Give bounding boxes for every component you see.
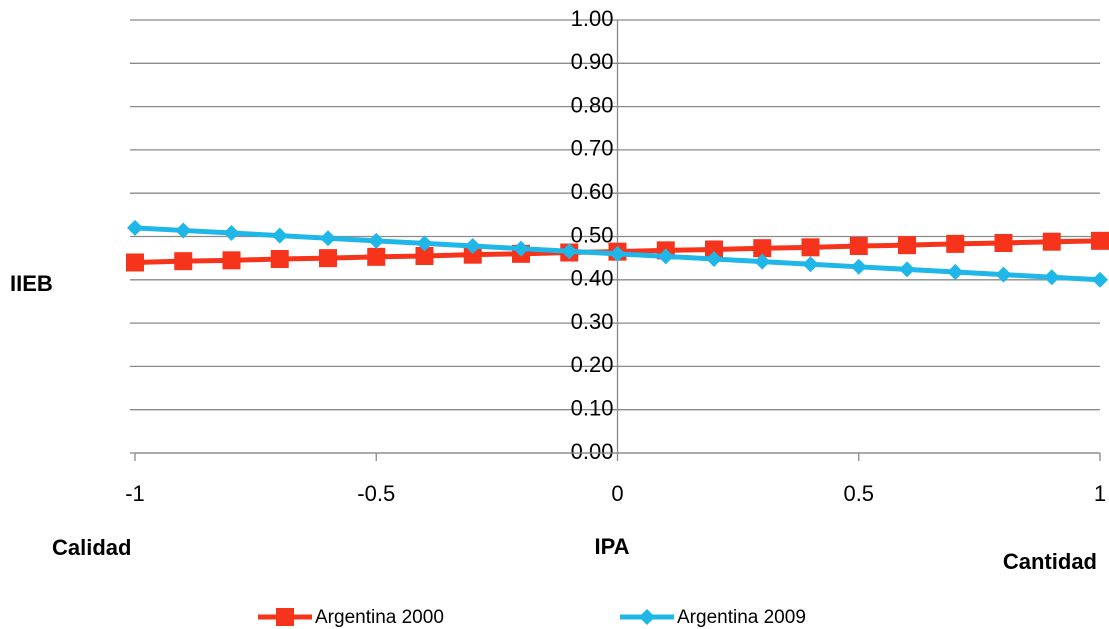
y-tick-label: 1.00 [571,6,614,31]
data-point [898,236,916,255]
x-tick-label: -1 [125,481,145,506]
y-tick-label: 0.30 [571,309,614,334]
data-point [754,253,771,270]
y-tick-label: 0.40 [571,266,614,291]
x-tick-label: 1 [1094,481,1106,506]
data-point [367,247,386,266]
data-point [850,258,867,275]
x-tick-label: 0.5 [843,481,874,506]
data-point [946,234,965,253]
legend-label: Argentina 2009 [677,607,806,628]
legend-label: Argentina 2000 [315,607,444,628]
y-tick-label: 0.00 [571,439,614,464]
y-tick-label: 0.20 [571,352,614,377]
data-point [222,251,241,270]
y-tick-label: 0.70 [571,136,614,161]
data-point [270,250,289,269]
data-point [415,246,434,265]
annotation: Calidad [52,535,131,560]
data-point [706,251,722,268]
data-point [994,233,1013,252]
x-axis-title: IPA [594,534,629,559]
y-axis-title: IIEB [10,271,53,296]
y-tick-label: 0.80 [571,92,614,117]
data-point [899,261,915,278]
data-point [849,237,868,256]
data-point [801,238,820,257]
data-point [127,219,143,236]
data-point [995,266,1012,283]
y-tick-label: 0.10 [571,396,614,421]
data-point [657,248,674,265]
data-point [320,230,336,247]
data-point [1042,232,1061,251]
data-point [463,245,482,264]
data-point [753,239,772,258]
data-point [319,249,337,268]
legend-marker [276,608,294,626]
data-point [174,252,193,271]
data-point [1092,271,1108,288]
data-point [464,238,481,255]
data-point [223,225,240,242]
data-point [705,240,723,259]
data-point [513,240,529,257]
data-point [561,243,578,260]
x-tick-label: -0.5 [357,481,395,506]
data-point [947,264,964,281]
data-point [609,245,626,262]
annotation: Cantidad [1003,549,1097,574]
data-point [368,232,385,249]
data-point [126,253,144,272]
data-point [1043,269,1060,286]
x-tick-label: 0 [611,481,623,506]
y-tick-label: 0.90 [571,49,614,74]
data-point [271,227,288,244]
data-point [416,235,433,252]
data-point [802,256,819,273]
y-tick-label: 0.60 [571,179,614,204]
data-point [175,222,192,239]
legend-marker [639,609,655,625]
y-tick-label: 0.50 [571,222,614,247]
data-point [1091,231,1109,250]
